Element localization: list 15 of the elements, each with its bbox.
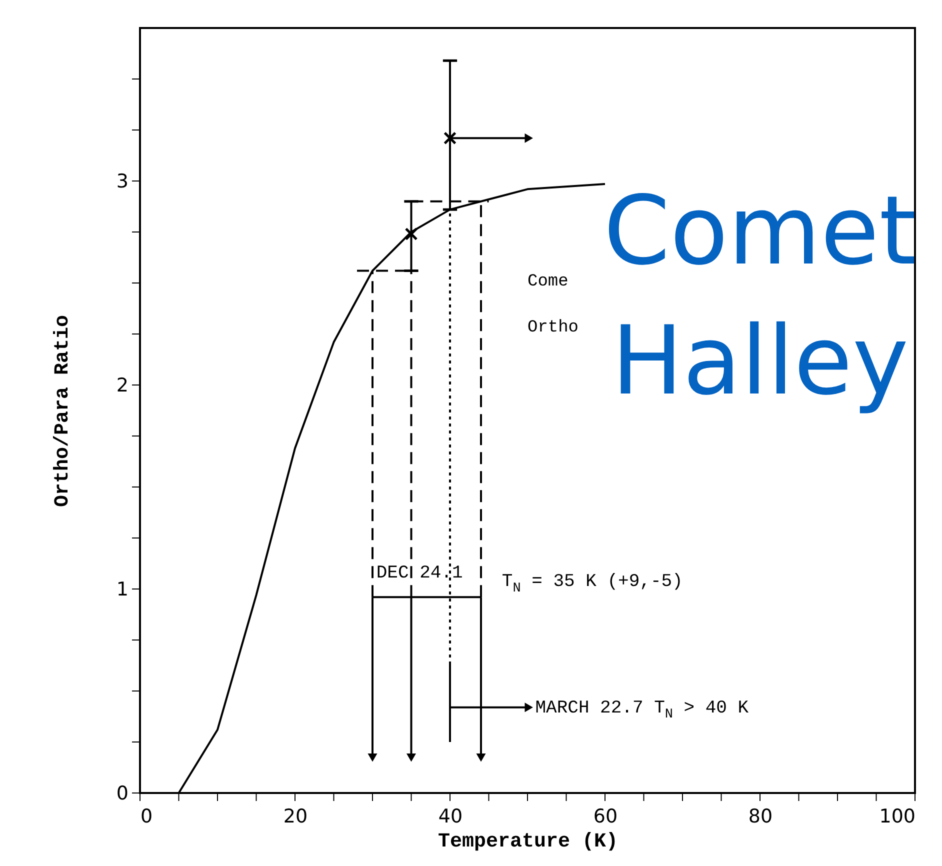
x-axis-title: Temperature (K) [438, 830, 618, 854]
x-tick-label: 60 [593, 806, 618, 828]
annotation: DEC 24.1 [376, 564, 463, 584]
x-tick-label: 20 [283, 806, 308, 828]
annotation: Ortho [528, 318, 579, 338]
x-tick-label: 40 [438, 806, 463, 828]
x-tick-label: 100 [879, 806, 916, 828]
x-tick-label: 80 [748, 806, 773, 828]
y-tick-label: 1 [116, 578, 128, 600]
y-tick-label: 3 [116, 170, 128, 192]
y-tick-label: 2 [116, 374, 128, 396]
annotation: Come [528, 272, 568, 292]
y-tick-label: 0 [116, 782, 128, 804]
x-tick-label: 0 [140, 806, 153, 828]
y-axis-title: Ortho/Para Ratio [51, 314, 74, 508]
